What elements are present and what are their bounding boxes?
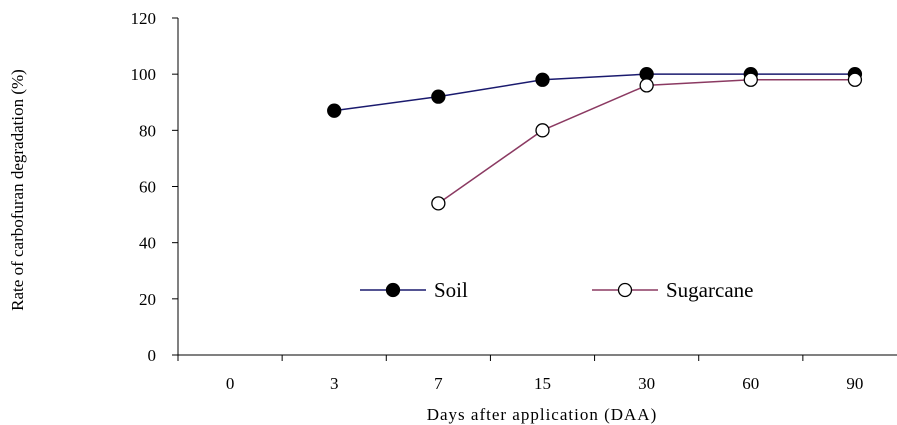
data-point — [535, 123, 550, 138]
legend-label: Sugarcane — [666, 278, 753, 302]
legend-item: Sugarcane — [592, 278, 753, 302]
y-axis-title: Rate of carbofuran degradation (%) — [8, 69, 27, 311]
x-tick-label: 7 — [434, 374, 443, 393]
y-tick-label: 120 — [131, 9, 157, 28]
legend-item: Soil — [360, 278, 468, 302]
y-tick-label: 60 — [139, 178, 156, 197]
data-point — [431, 196, 446, 211]
y-tick-label: 0 — [148, 346, 157, 365]
series-line — [334, 73, 855, 112]
x-tick-label: 0 — [226, 374, 235, 393]
x-tick-label: 3 — [330, 374, 339, 393]
data-point — [431, 89, 446, 104]
legend-label: Soil — [434, 278, 468, 302]
data-point — [743, 72, 758, 87]
legend-marker — [617, 282, 633, 298]
y-ticks: 0 20 40 60 80 100 120 — [131, 9, 178, 365]
data-point — [639, 78, 654, 93]
x-tick-label: 15 — [534, 374, 551, 393]
legend: Soil Sugarcane — [360, 278, 753, 302]
series-layer — [327, 67, 863, 211]
y-tick-label: 20 — [139, 290, 156, 309]
series-line — [437, 79, 855, 204]
x-ticks: 0 3 7 15 30 60 90 — [177, 355, 863, 393]
legend-marker — [385, 282, 401, 298]
x-tick-label: 30 — [638, 374, 655, 393]
series-sugarcane — [431, 72, 863, 211]
x-tick-label: 90 — [846, 374, 863, 393]
y-tick-label: 80 — [139, 121, 156, 140]
data-point — [535, 72, 550, 87]
y-tick-label: 100 — [131, 65, 157, 84]
x-tick-label: 60 — [742, 374, 759, 393]
series-soil — [327, 67, 863, 118]
data-point — [847, 72, 863, 87]
x-axis-title: Days after application (DAA) — [427, 405, 658, 424]
y-tick-label: 40 — [139, 234, 156, 253]
axes — [177, 18, 897, 356]
data-point — [327, 103, 342, 118]
